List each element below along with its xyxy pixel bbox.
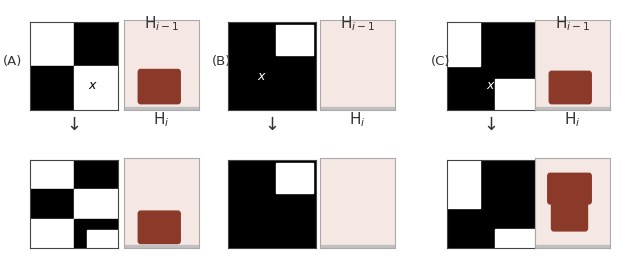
Bar (276, 25, 314, 55)
Bar (30, 189, 74, 219)
Bar (559, 197, 580, 216)
Text: $\mathrm{H}_{i}$: $\mathrm{H}_{i}$ (153, 110, 170, 129)
FancyBboxPatch shape (552, 200, 588, 231)
Bar (124, 245, 199, 248)
Bar (320, 245, 395, 248)
FancyBboxPatch shape (549, 71, 591, 104)
Bar (124, 107, 199, 110)
Bar (30, 66, 74, 110)
Bar (495, 79, 535, 110)
Bar (74, 219, 118, 248)
Text: ↓: ↓ (264, 115, 280, 133)
Text: $\mathrm{H}_{i-1}$: $\mathrm{H}_{i-1}$ (555, 14, 590, 33)
Text: $\mathrm{H}_{i-1}$: $\mathrm{H}_{i-1}$ (340, 14, 375, 33)
FancyBboxPatch shape (138, 69, 180, 104)
Bar (87, 230, 118, 248)
Text: $\mathrm{H}_{i}$: $\mathrm{H}_{i}$ (564, 110, 580, 129)
Text: $\mathrm{H}_{i}$: $\mathrm{H}_{i}$ (349, 110, 366, 129)
Bar (447, 160, 481, 208)
Bar (30, 219, 74, 248)
Text: (B): (B) (212, 54, 232, 68)
Bar (447, 22, 481, 66)
Bar (495, 229, 535, 248)
Text: $\mathrm{H}_{i-1}$: $\mathrm{H}_{i-1}$ (144, 14, 179, 33)
Text: $x$: $x$ (486, 79, 496, 92)
Bar (535, 245, 610, 248)
Bar (535, 107, 610, 110)
Bar (30, 160, 74, 189)
Text: ↓: ↓ (67, 115, 81, 133)
Bar (30, 22, 74, 66)
Text: $x$: $x$ (257, 70, 266, 83)
Text: (A): (A) (3, 54, 22, 68)
FancyBboxPatch shape (548, 173, 591, 204)
Bar (320, 107, 395, 110)
Bar (74, 66, 118, 110)
Bar (74, 160, 118, 189)
Bar (276, 163, 314, 194)
Bar (74, 22, 118, 66)
Text: ↓: ↓ (483, 115, 499, 133)
FancyBboxPatch shape (138, 211, 180, 243)
Text: (C): (C) (431, 54, 451, 68)
Text: $x$: $x$ (88, 79, 99, 92)
Bar (74, 189, 118, 219)
